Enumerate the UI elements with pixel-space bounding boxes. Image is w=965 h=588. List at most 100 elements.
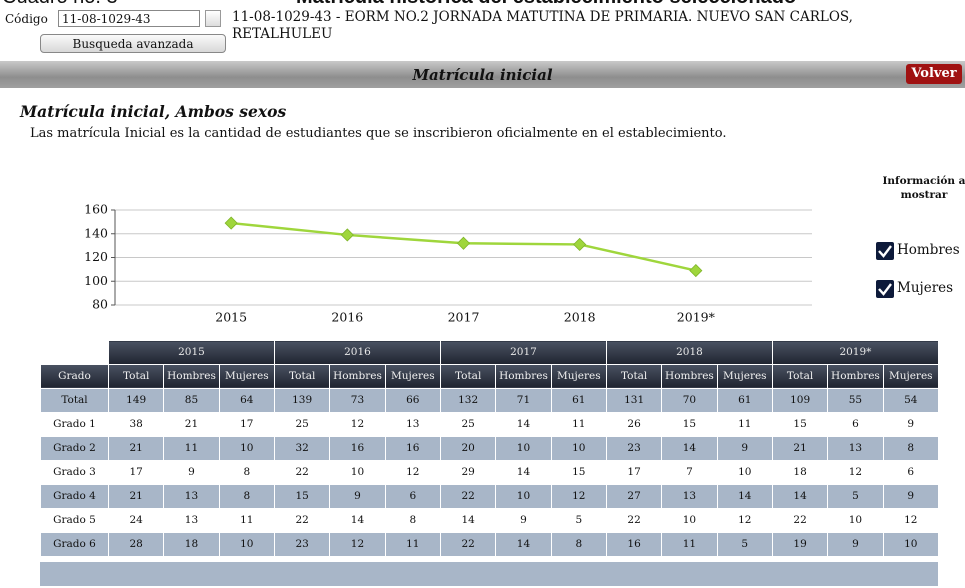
section-bar <box>0 61 965 88</box>
grade-cell: Grado 2 <box>40 435 109 461</box>
year-header: 2017 <box>439 340 607 365</box>
value-cell: 21 <box>163 411 220 437</box>
value-cell: 6 <box>882 459 939 485</box>
checkbox-label: Hombres <box>897 242 960 258</box>
year-header: 2018 <box>605 340 773 365</box>
grade-cell: Total <box>40 387 109 413</box>
back-button[interactable]: Volver <box>906 64 962 84</box>
value-cell: 21 <box>771 435 829 461</box>
value-cell: 12 <box>716 507 773 533</box>
marker <box>224 216 238 230</box>
code-input[interactable]: 11-08-1029-43 <box>58 10 200 27</box>
value-cell: 10 <box>716 459 773 485</box>
marker <box>456 236 471 250</box>
value-cell: 17 <box>107 459 165 485</box>
checkbox-label: Mujeres <box>897 280 954 296</box>
value-cell: 15 <box>771 411 829 437</box>
value-cell: 70 <box>661 387 718 413</box>
value-cell: 11 <box>661 531 718 557</box>
value-cell: 8 <box>550 531 607 557</box>
value-cell: 14 <box>495 411 552 437</box>
column-header: Hombres <box>329 363 386 389</box>
value-cell: 38 <box>107 411 165 437</box>
checkbox[interactable] <box>876 280 894 298</box>
marker <box>573 237 587 252</box>
value-cell: 66 <box>384 387 441 413</box>
grade-cell: Grado 5 <box>40 507 109 533</box>
marker <box>689 263 703 278</box>
marker <box>340 228 354 242</box>
column-header: Total <box>605 363 663 389</box>
table-row: Grado 2 21 11 10 32 16 16 20 10 10 23 14 9 21 13 8 <box>40 435 939 461</box>
value-cell: 6 <box>384 483 441 509</box>
table-row: Grado 1 38 21 17 25 12 13 25 14 11 26 15 11 15 6 9 <box>40 411 939 437</box>
y-tick-label: 100 <box>84 273 108 288</box>
value-cell: 11 <box>163 435 220 461</box>
value-cell: 14 <box>495 459 552 485</box>
options-label: Información a mostrar <box>882 175 965 201</box>
column-header: Total <box>107 363 165 389</box>
heading: Matrícula inicial, Ambos sexos <box>20 102 287 121</box>
value-cell: 14 <box>495 531 552 557</box>
value-cell: 12 <box>827 459 884 485</box>
value-cell: 17 <box>218 411 275 437</box>
value-cell: 10 <box>827 507 884 533</box>
value-cell: 14 <box>661 435 718 461</box>
lookup-button[interactable] <box>205 10 221 27</box>
value-cell: 11 <box>716 411 773 437</box>
value-cell: 85 <box>163 387 220 413</box>
value-cell: 11 <box>218 507 275 533</box>
value-cell: 9 <box>827 531 884 557</box>
value-cell: 61 <box>716 387 773 413</box>
value-cell: 16 <box>329 435 386 461</box>
column-header: Hombres <box>661 363 718 389</box>
advanced-search-button[interactable]: Busqueda avanzada <box>40 34 226 53</box>
check-mark <box>878 245 892 258</box>
value-cell: 109 <box>771 387 829 413</box>
grade-cell: Grado 1 <box>40 411 109 437</box>
value-cell: 10 <box>218 531 275 557</box>
value-cell: 19 <box>771 531 829 557</box>
table-row: Grado 5 24 13 11 22 14 8 14 9 5 22 10 12 22 10 12 <box>40 507 939 533</box>
value-cell: 12 <box>329 531 386 557</box>
value-cell: 149 <box>107 387 165 413</box>
page-title: Matrícula histórica del establecimiento … <box>296 0 796 9</box>
column-header: Mujeres <box>882 363 939 389</box>
x-tick-label: 2018 <box>564 310 596 325</box>
description: Las matrícula Inicial es la cantidad de … <box>30 126 727 141</box>
y-tick-label: 140 <box>84 225 108 240</box>
caption: Cuadro no. 3 <box>2 0 118 9</box>
value-cell: 12 <box>329 411 386 437</box>
value-cell: 14 <box>439 507 497 533</box>
column-header: Mujeres <box>218 363 275 389</box>
checkbox[interactable] <box>876 242 894 260</box>
value-cell: 131 <box>605 387 663 413</box>
column-header: Hombres <box>163 363 220 389</box>
value-cell: 22 <box>273 507 331 533</box>
enrollment-table: 2015 2016 2017 2018 2019* Grado Total Hombres Mu… <box>40 340 939 557</box>
value-cell: 11 <box>384 531 441 557</box>
y-tick-label: 80 <box>92 297 108 312</box>
x-tick-label: 2019* <box>677 310 716 325</box>
value-cell: 55 <box>827 387 884 413</box>
grade-cell: Grado 3 <box>40 459 109 485</box>
value-cell: 26 <box>605 411 663 437</box>
value-cell: 8 <box>218 459 275 485</box>
column-header: Total <box>273 363 331 389</box>
value-cell: 61 <box>550 387 607 413</box>
value-cell: 10 <box>218 435 275 461</box>
value-cell: 8 <box>882 435 939 461</box>
value-cell: 64 <box>218 387 275 413</box>
value-cell: 29 <box>439 459 497 485</box>
value-cell: 7 <box>661 459 718 485</box>
value-cell: 14 <box>716 483 773 509</box>
section-title: Matrícula inicial <box>412 66 553 84</box>
table-row: Grado 6 28 18 10 23 12 11 22 14 8 16 11 5 19 9 10 <box>40 531 939 557</box>
value-cell: 9 <box>882 411 939 437</box>
table-footer <box>40 562 938 586</box>
value-cell: 8 <box>384 507 441 533</box>
value-cell: 28 <box>107 531 165 557</box>
value-cell: 13 <box>827 435 884 461</box>
year-header: 2015 <box>108 340 275 365</box>
value-cell: 10 <box>550 435 607 461</box>
